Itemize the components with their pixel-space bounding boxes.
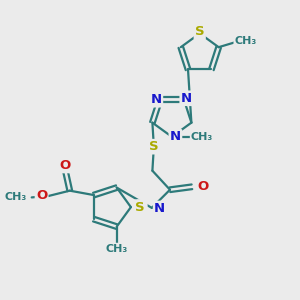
Text: H: H [137, 200, 146, 211]
Text: S: S [195, 26, 205, 38]
Text: N: N [181, 92, 192, 105]
Text: O: O [36, 189, 47, 203]
Text: N: N [154, 202, 165, 215]
Text: CH₃: CH₃ [191, 132, 213, 142]
Text: CH₃: CH₃ [106, 244, 128, 254]
Text: N: N [170, 130, 181, 143]
Text: CH₃: CH₃ [235, 36, 257, 46]
Text: O: O [60, 159, 71, 172]
Text: S: S [149, 140, 159, 153]
Text: CH₃: CH₃ [4, 192, 26, 203]
Text: S: S [135, 201, 145, 214]
Text: O: O [197, 180, 208, 193]
Text: N: N [151, 93, 162, 106]
